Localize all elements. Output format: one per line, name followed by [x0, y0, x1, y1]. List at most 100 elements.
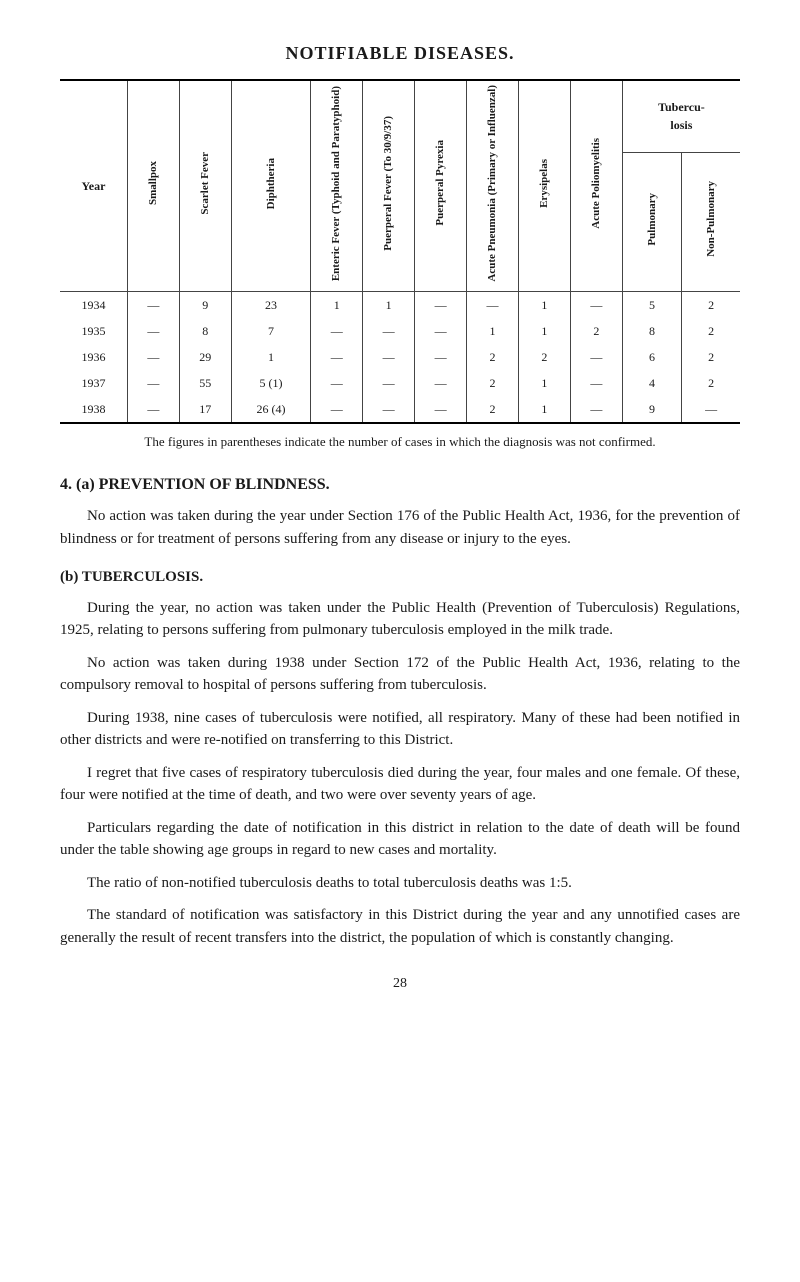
cell: 2 — [682, 291, 740, 318]
cell: — — [363, 344, 415, 370]
cell: 1 — [518, 396, 570, 423]
table-caption: The figures in parentheses indicate the … — [60, 432, 740, 452]
cell-year: 1934 — [60, 291, 127, 318]
cell-year: 1938 — [60, 396, 127, 423]
table-row: 1935 — 8 7 — — — 1 1 2 8 2 — [60, 318, 740, 344]
cell: — — [127, 344, 179, 370]
cell: 17 — [179, 396, 231, 423]
cell: — — [363, 396, 415, 423]
cell: — — [311, 370, 363, 396]
cell-year: 1937 — [60, 370, 127, 396]
paragraph: During the year, no action was taken und… — [60, 597, 740, 642]
col-enteric: Enteric Fever (Typhoid and Paratyphoid) — [311, 80, 363, 291]
cell: 2 — [518, 344, 570, 370]
cell: 2 — [682, 318, 740, 344]
paragraph: I regret that five cases of respiratory … — [60, 762, 740, 807]
col-year: Year — [60, 80, 127, 291]
cell: 55 — [179, 370, 231, 396]
cell: 5 (1) — [231, 370, 311, 396]
col-label: Acute Pneumonia (Primary or Influenzal) — [484, 85, 501, 282]
col-label: Enteric Fever (Typhoid and Paratyphoid) — [328, 86, 345, 281]
cell: 4 — [622, 370, 681, 396]
col-smallpox: Smallpox — [127, 80, 179, 291]
cell: — — [415, 370, 467, 396]
cell: 29 — [179, 344, 231, 370]
cell: — — [127, 318, 179, 344]
cell: 1 — [518, 370, 570, 396]
col-label: Pulmonary — [644, 193, 661, 246]
cell: 5 — [622, 291, 681, 318]
paragraph: No action was taken during 1938 under Se… — [60, 652, 740, 697]
table-row: 1934 — 9 23 1 1 — — 1 — 5 2 — [60, 291, 740, 318]
paragraph: During 1938, nine cases of tuberculosis … — [60, 707, 740, 752]
cell: — — [127, 370, 179, 396]
cell: — — [311, 344, 363, 370]
cell: — — [415, 396, 467, 423]
col-non-pulmonary: Non-Pulmonary — [682, 152, 740, 291]
cell: 2 — [467, 396, 519, 423]
cell: — — [127, 291, 179, 318]
cell: 2 — [467, 370, 519, 396]
page-number: 28 — [60, 973, 740, 994]
col-puerperal-fever: Puerperal Fever (To 30/9/37) — [363, 80, 415, 291]
table-row: 1938 — 17 26 (4) — — — 2 1 — 9 — — [60, 396, 740, 423]
cell: — — [467, 291, 519, 318]
cell: — — [363, 318, 415, 344]
cell: — — [415, 318, 467, 344]
cell: 1 — [518, 318, 570, 344]
cell: 1 — [363, 291, 415, 318]
col-label: Diphtheria — [263, 158, 280, 209]
col-scarlet: Scarlet Fever — [179, 80, 231, 291]
col-polio: Acute Poliomyelitis — [570, 80, 622, 291]
cell: 9 — [179, 291, 231, 318]
cell: 8 — [179, 318, 231, 344]
col-label: Non-Pulmonary — [703, 181, 720, 257]
cell: — — [570, 370, 622, 396]
col-label: Smallpox — [145, 161, 162, 205]
cell: — — [570, 291, 622, 318]
col-label: Acute Poliomyelitis — [588, 138, 605, 229]
table-row: 1937 — 55 5 (1) — — — 2 1 — 4 2 — [60, 370, 740, 396]
cell: — — [363, 370, 415, 396]
cell: 2 — [682, 370, 740, 396]
cell: — — [311, 396, 363, 423]
cell: — — [127, 396, 179, 423]
col-label: Scarlet Fever — [197, 152, 214, 215]
col-label: Puerperal Fever (To 30/9/37) — [380, 116, 397, 251]
cell: 2 — [682, 344, 740, 370]
col-pneumonia: Acute Pneumonia (Primary or Influenzal) — [467, 80, 519, 291]
paragraph: The ratio of non-notified tuberculosis d… — [60, 872, 740, 895]
cell: 23 — [231, 291, 311, 318]
cell: — — [570, 396, 622, 423]
paragraph: No action was taken during the year unde… — [60, 505, 740, 550]
cell: 1 — [231, 344, 311, 370]
cell: 26 (4) — [231, 396, 311, 423]
paragraph: Particulars regarding the date of notifi… — [60, 817, 740, 862]
cell: 6 — [622, 344, 681, 370]
col-label: Puerperal Pyrexia — [432, 140, 449, 226]
paragraph: The standard of notification was satisfa… — [60, 904, 740, 949]
cell: — — [415, 291, 467, 318]
cell-year: 1936 — [60, 344, 127, 370]
cell: 1 — [518, 291, 570, 318]
col-puerperal-pyrexia: Puerperal Pyrexia — [415, 80, 467, 291]
section-4a-heading: 4. (a) PREVENTION OF BLINDNESS. — [60, 473, 740, 497]
table-row: 1936 — 29 1 — — — 2 2 — 6 2 — [60, 344, 740, 370]
col-erysipelas: Erysipelas — [518, 80, 570, 291]
col-pulmonary: Pulmonary — [622, 152, 681, 291]
col-label: Erysipelas — [536, 159, 553, 208]
cell: 1 — [467, 318, 519, 344]
cell: — — [311, 318, 363, 344]
cell-year: 1935 — [60, 318, 127, 344]
cell: — — [415, 344, 467, 370]
cell: 8 — [622, 318, 681, 344]
page-title: NOTIFIABLE DISEASES. — [60, 40, 740, 67]
cell: 7 — [231, 318, 311, 344]
cell: 2 — [467, 344, 519, 370]
cell: — — [570, 344, 622, 370]
col-diphtheria: Diphtheria — [231, 80, 311, 291]
cell: 2 — [570, 318, 622, 344]
section-4b-heading: (b) TUBERCULOSIS. — [60, 566, 740, 589]
diseases-table: Year Smallpox Scarlet Fever Diphtheria E… — [60, 79, 740, 424]
col-tuberculosis-group: Tubercu- losis — [622, 80, 740, 152]
